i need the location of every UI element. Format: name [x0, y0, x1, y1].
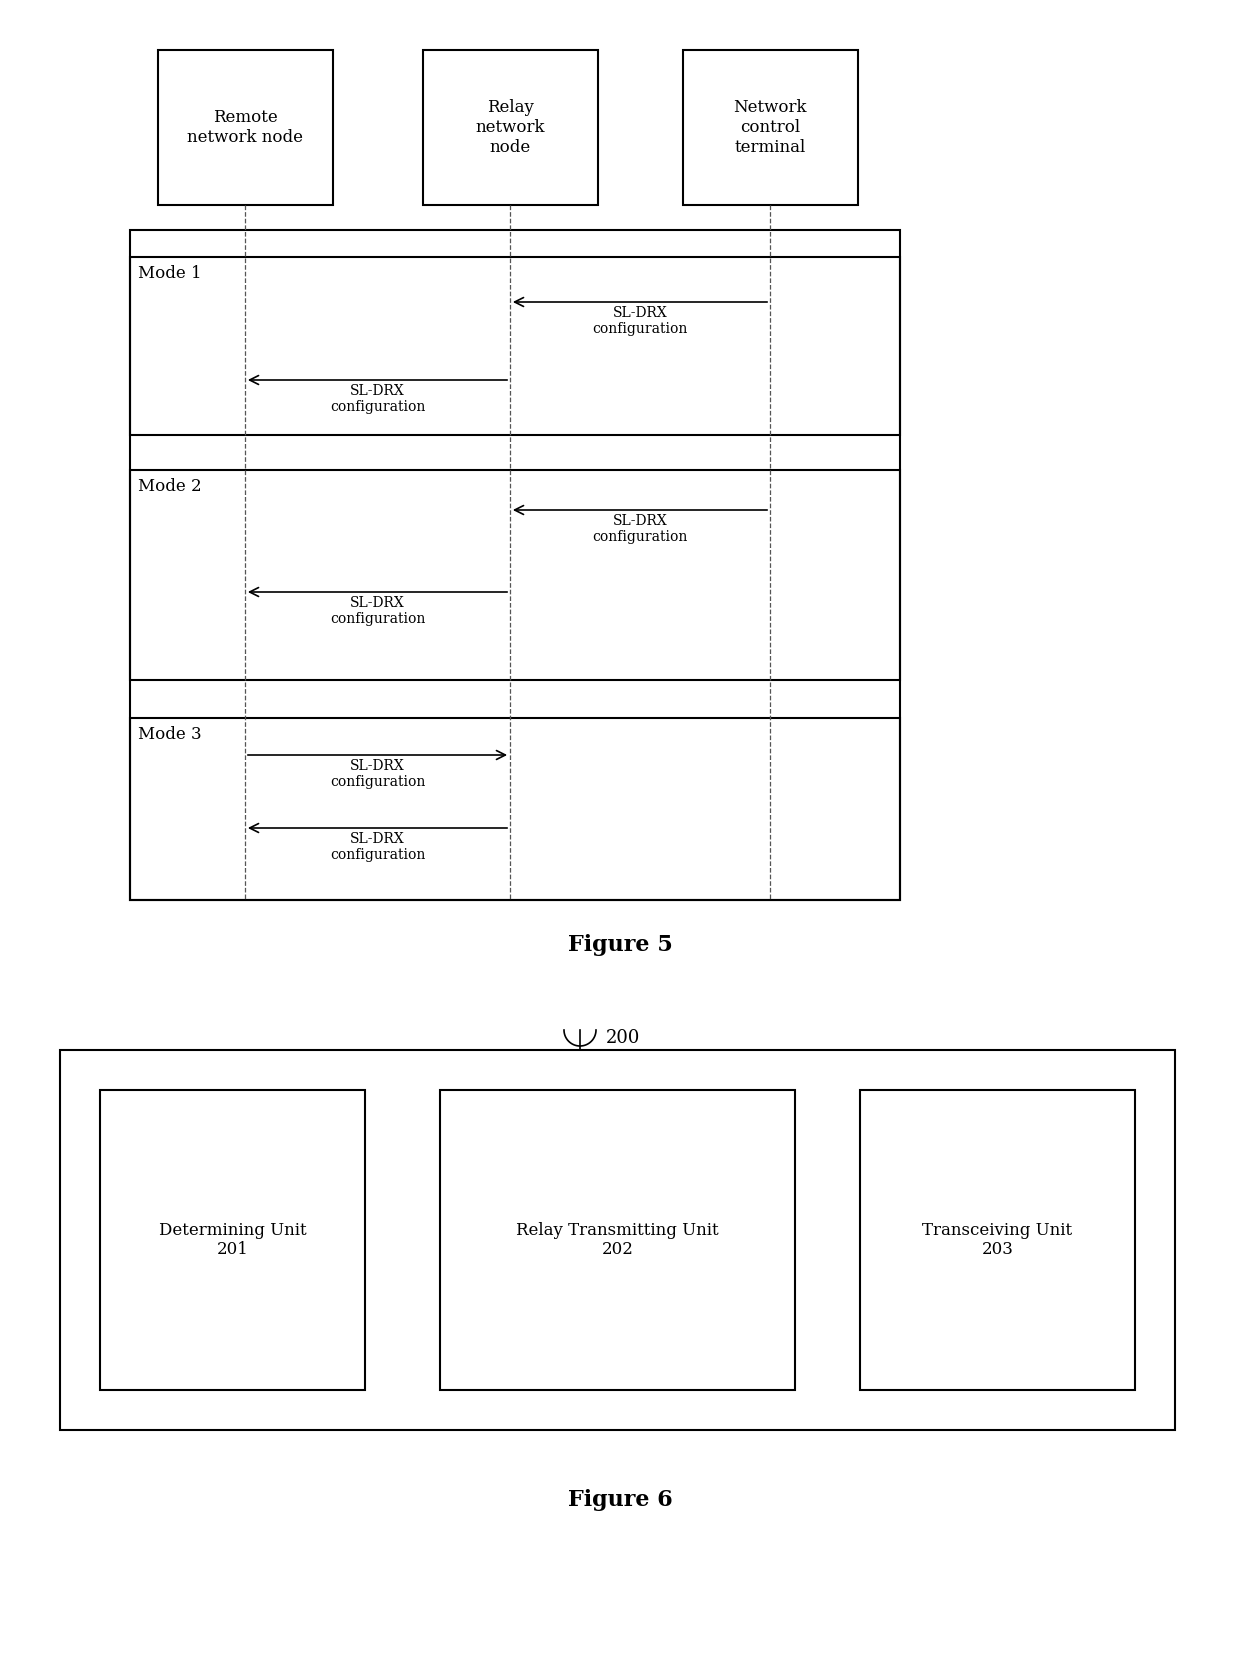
Text: SL-DRX
configuration: SL-DRX configuration [330, 383, 425, 415]
Text: SL-DRX
configuration: SL-DRX configuration [330, 597, 425, 626]
Bar [60, 1050, 1176, 1430]
Bar [130, 717, 900, 899]
Text: SL-DRX
configuration: SL-DRX configuration [330, 831, 425, 863]
Text: Figure 5: Figure 5 [568, 934, 672, 955]
Bar [157, 50, 332, 205]
Text: SL-DRX
configuration: SL-DRX configuration [593, 514, 688, 544]
Text: Relay Transmitting Unit
202: Relay Transmitting Unit 202 [516, 1222, 719, 1258]
Text: 200: 200 [606, 1030, 640, 1046]
Bar [130, 230, 900, 899]
Bar [440, 1089, 795, 1390]
Bar [682, 50, 858, 205]
Text: Figure 6: Figure 6 [568, 1489, 672, 1511]
Text: Mode 2: Mode 2 [138, 478, 202, 494]
Text: SL-DRX
configuration: SL-DRX configuration [593, 306, 688, 336]
Text: Mode 3: Mode 3 [138, 726, 202, 742]
Bar [423, 50, 598, 205]
Bar [100, 1089, 365, 1390]
Text: Remote
network node: Remote network node [187, 109, 303, 145]
Text: SL-DRX
configuration: SL-DRX configuration [330, 759, 425, 788]
Text: Mode 1: Mode 1 [138, 264, 202, 283]
Text: Transceiving Unit
203: Transceiving Unit 203 [923, 1222, 1073, 1258]
Bar [861, 1089, 1135, 1390]
Bar [130, 469, 900, 679]
Text: Determining Unit
201: Determining Unit 201 [159, 1222, 306, 1258]
Text: Relay
network
node: Relay network node [475, 99, 544, 155]
Text: Network
control
terminal: Network control terminal [733, 99, 807, 155]
Bar [130, 256, 900, 435]
